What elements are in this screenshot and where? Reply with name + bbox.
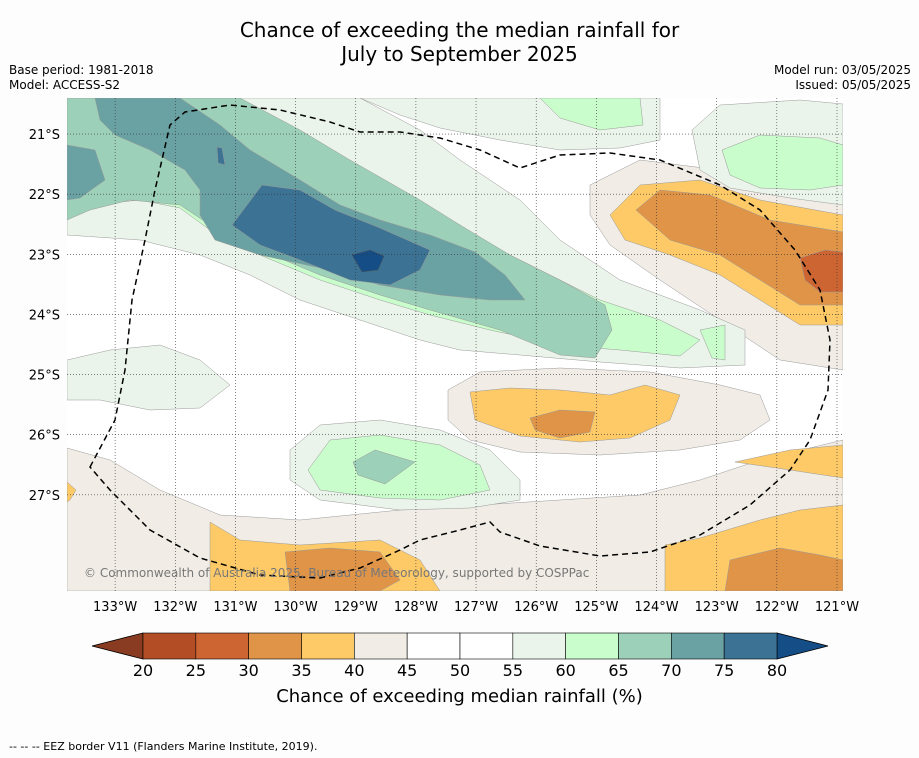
model-name: Model: ACCESS-S2 — [9, 78, 121, 92]
contour-60-65-north — [539, 98, 644, 131]
lat-tick-label: 23°S — [29, 248, 60, 263]
eez-legend: -- -- -- EEZ border V11 (Flanders Marine… — [9, 740, 318, 753]
lon-tick-label: 124°W — [634, 600, 678, 615]
lat-tick-label: 27°S — [29, 489, 60, 504]
base-period: Base period: 1981-2018 — [9, 63, 154, 77]
meta-right: Model run: 03/05/2025 Issued: 05/05/2025 — [774, 63, 911, 93]
axis-ticks: 133°W 132°W 131°W 130°W 129°W 128°W 127°W 126°W… — [29, 128, 860, 615]
contour-75-80 — [216, 146, 431, 286]
lon-tick-label: 121°W — [815, 600, 859, 615]
graticule — [67, 98, 843, 591]
colorbar-over-arrow — [776, 632, 829, 660]
colorbar-under-arrow — [91, 632, 144, 660]
colorbar-tick-label: 55 — [503, 661, 523, 680]
lon-tick-label: 126°W — [514, 600, 558, 615]
map-field — [67, 98, 843, 591]
colorbar-tick-label: 65 — [608, 661, 628, 680]
contour-65-70-south — [352, 449, 416, 485]
colorbar-tick-label: 70 — [661, 661, 681, 680]
colorbar-swatch — [565, 632, 619, 660]
colorbar-tick-label: 80 — [767, 661, 787, 680]
colorbar-tick-label: 45 — [397, 661, 417, 680]
contour-30-35-east — [635, 189, 843, 306]
lat-tick-label: 21°S — [29, 128, 60, 143]
colorbar-tick-label: 60 — [555, 661, 575, 680]
colorbar-swatch — [248, 632, 302, 660]
colorbar-swatch — [195, 632, 249, 660]
lon-tick-label: 128°W — [394, 600, 438, 615]
colorbar-tick-label: 35 — [291, 661, 311, 680]
contour-above-80 — [351, 249, 385, 273]
colorbar-tick-label: 25 — [186, 661, 206, 680]
lon-tick-label: 122°W — [755, 600, 799, 615]
map-title: Chance of exceeding the median rainfall … — [0, 18, 919, 66]
lon-tick-label: 133°W — [93, 600, 137, 615]
contour-60-65-northeast — [721, 134, 843, 191]
colorbar-title: Chance of exceeding median rainfall (%) — [276, 686, 643, 707]
lon-tick-label: 130°W — [274, 600, 318, 615]
meta-left: Base period: 1981-2018 Model: ACCESS-S2 — [9, 63, 154, 93]
colorbar-swatch — [354, 632, 408, 660]
colorbar-tick-label: 50 — [450, 661, 470, 680]
colorbar-swatch — [618, 632, 672, 660]
colorbar-tick-label: 40 — [344, 661, 364, 680]
colorbar-tick-label: 75 — [714, 661, 734, 680]
contour-30-35-southeast — [724, 547, 843, 591]
lon-tick-label: 125°W — [574, 600, 618, 615]
colorbar-swatch — [671, 632, 725, 660]
lat-tick-label: 26°S — [29, 429, 60, 444]
colorbar-swatch — [142, 632, 197, 660]
title-line-1: Chance of exceeding the median rainfall … — [239, 18, 680, 42]
lat-tick-label: 24°S — [29, 308, 60, 323]
colorbar-swatch — [406, 632, 461, 660]
colorbar-swatch — [301, 632, 355, 660]
lon-tick-label: 129°W — [334, 600, 378, 615]
lat-tick-label: 22°S — [29, 188, 60, 203]
copyright: © Commonwealth of Australia 2025, Bureau… — [84, 566, 589, 580]
lon-tick-label: 131°W — [213, 600, 257, 615]
contour-30-35-south — [284, 547, 401, 591]
colorbar-tick-label: 30 — [238, 661, 258, 680]
contour-25-30-east — [799, 249, 843, 293]
colorbar-tick-label: 20 — [133, 661, 153, 680]
issued-date: Issued: 05/05/2025 — [795, 78, 911, 92]
colorbar: 20 25 30 35 40 45 50 55 60 65 70 75 80 — [91, 632, 829, 680]
model-run: Model run: 03/05/2025 — [773, 63, 911, 77]
lon-tick-label: 132°W — [153, 600, 197, 615]
contour-55-60-west — [67, 344, 231, 411]
title-line-2: July to September 2025 — [341, 42, 578, 66]
lon-tick-label: 123°W — [695, 600, 739, 615]
lat-tick-label: 25°S — [29, 369, 60, 384]
contour-35-40-west — [67, 481, 77, 503]
eez-border — [89, 104, 831, 579]
colorbar-swatch — [512, 632, 566, 660]
contour-35-40-se-band — [734, 444, 843, 479]
colorbar-swatch — [723, 632, 778, 660]
contour-30-35-center — [529, 409, 596, 439]
colorbar-swatch — [459, 632, 514, 660]
lon-tick-label: 127°W — [454, 600, 498, 615]
